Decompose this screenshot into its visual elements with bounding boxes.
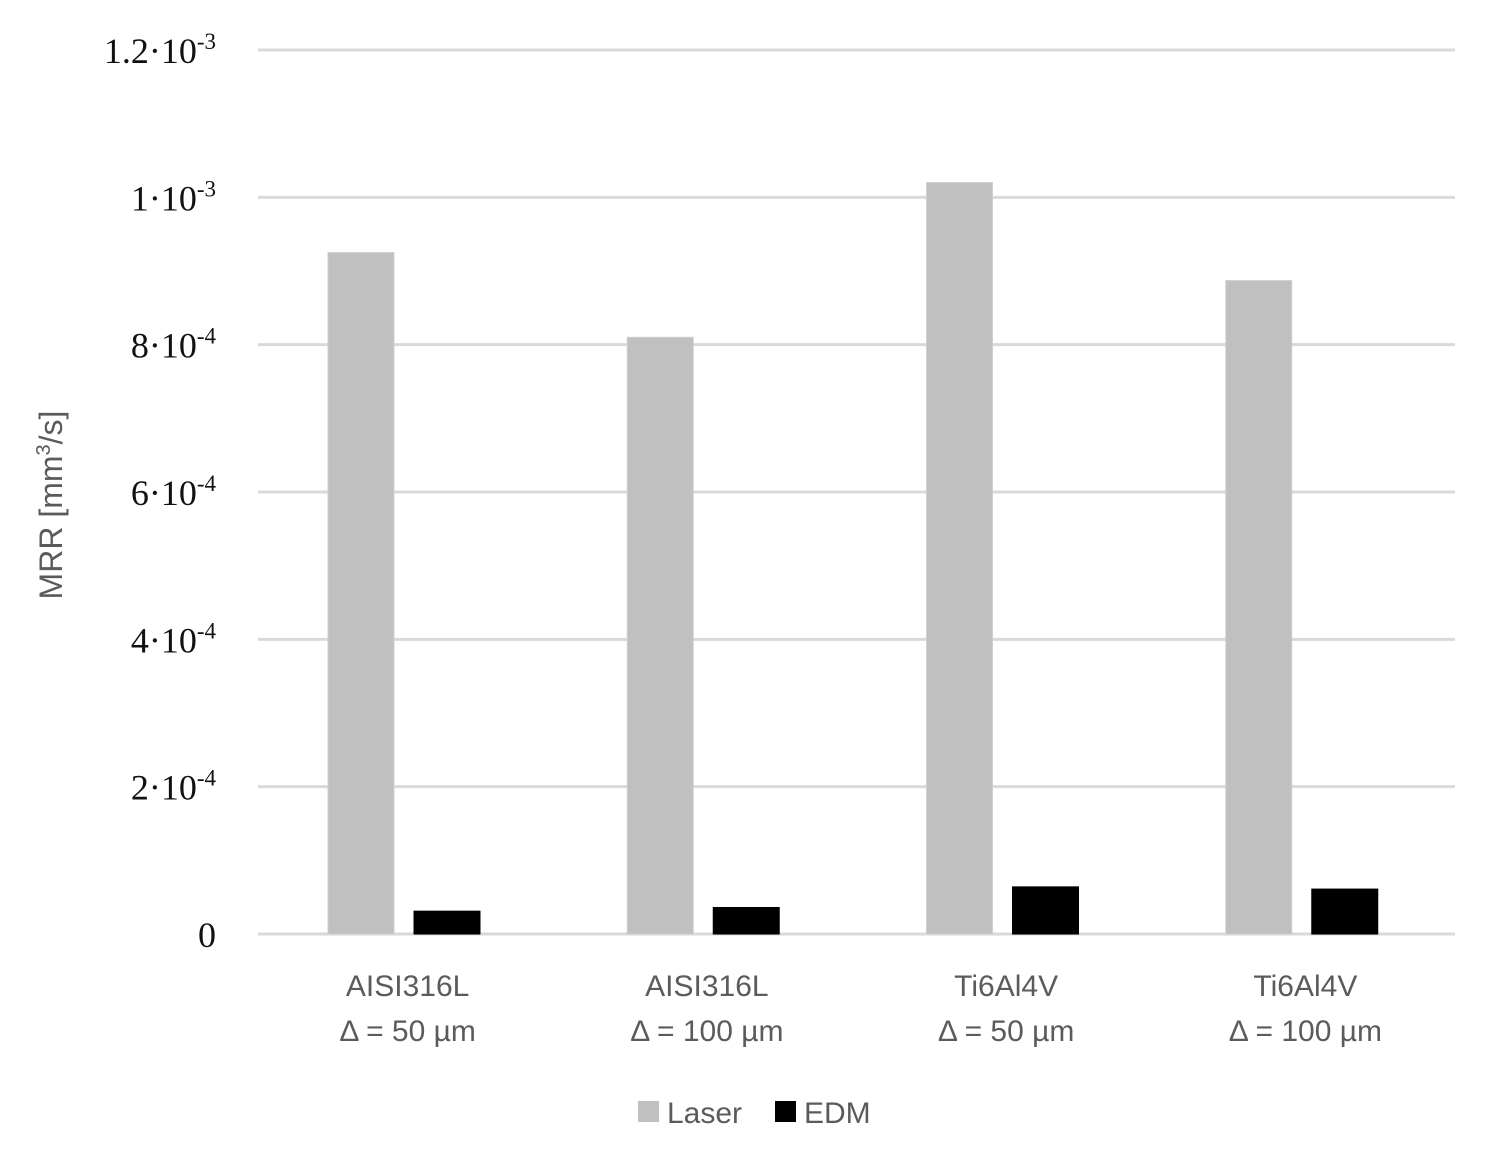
y-tick-label: 6·10-4: [131, 471, 217, 513]
legend-label-laser: Laser: [667, 1097, 742, 1130]
y-axis-tick-labels: 0 2·10-4 4·10-4 6·10-4 8·10-4 1·10-3 1.2·10-3: [104, 29, 217, 955]
bar-edm: [712, 906, 780, 935]
bar-laser: [926, 182, 993, 935]
gridlines: [258, 48, 1455, 936]
legend: Laser EDM: [638, 1097, 871, 1130]
bar-edm: [1012, 886, 1079, 935]
y-tick-label: 8·10-4: [131, 324, 217, 366]
y-axis-title: MRR [mm3/s]: [33, 411, 69, 600]
x-category-label-line2: Δ = 50 µm: [339, 1015, 476, 1048]
bar-laser: [327, 252, 395, 935]
y-tick-label: 4·10-4: [131, 618, 217, 660]
legend-swatch-laser: [638, 1101, 659, 1122]
bar-laser: [1225, 280, 1293, 935]
y-tick-label: 1.2·10-3: [104, 29, 216, 71]
bars: [327, 182, 1379, 935]
legend-swatch-edm: [775, 1101, 796, 1122]
x-category-label-line1: Ti6Al4V: [954, 970, 1058, 1003]
legend-label-edm: EDM: [804, 1097, 871, 1130]
x-category-label-line2: Δ = 100 µm: [630, 1015, 783, 1048]
x-category-label-line1: AISI316L: [645, 970, 768, 1003]
bar-laser: [626, 336, 694, 935]
x-category-label-line2: Δ = 50 µm: [938, 1015, 1075, 1048]
y-tick-label: 1·10-3: [131, 176, 216, 218]
x-category-label-line1: AISI316L: [346, 970, 469, 1003]
x-axis-category-labels: AISI316L Δ = 50 µm AISI316L Δ = 100 µm Ti6Al…: [339, 970, 1382, 1048]
y-tick-label: 2·10-4: [131, 766, 217, 808]
x-category-label-line2: Δ = 100 µm: [1229, 1015, 1382, 1048]
x-category-label-line1: Ti6Al4V: [1253, 970, 1357, 1003]
y-tick-label: 0: [198, 915, 216, 955]
bar-edm: [413, 910, 481, 935]
bar-edm: [1311, 888, 1379, 935]
